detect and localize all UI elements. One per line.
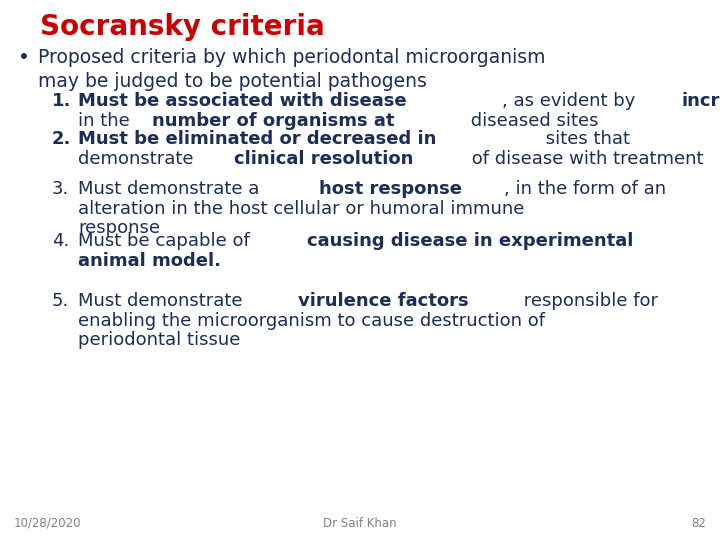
Text: in the: in the: [78, 111, 135, 130]
Text: Must demonstrate: Must demonstrate: [78, 292, 248, 310]
Text: Must be eliminated or decreased in: Must be eliminated or decreased in: [78, 130, 436, 148]
Text: alteration in the host cellular or humoral immune: alteration in the host cellular or humor…: [78, 199, 524, 218]
Text: animal model.: animal model.: [78, 252, 221, 269]
Text: 4.: 4.: [52, 232, 69, 250]
Text: causing disease in experimental: causing disease in experimental: [307, 232, 634, 250]
Text: increase: increase: [682, 92, 720, 110]
Text: 5.: 5.: [52, 292, 69, 310]
Text: of disease with treatment: of disease with treatment: [466, 150, 703, 167]
Text: host response: host response: [320, 180, 462, 198]
Text: Proposed criteria by which periodontal microorganism
may be judged to be potenti: Proposed criteria by which periodontal m…: [38, 48, 546, 91]
Text: 3.: 3.: [52, 180, 69, 198]
Text: , as evident by: , as evident by: [502, 92, 641, 110]
Text: sites that: sites that: [541, 130, 631, 148]
Text: 2.: 2.: [52, 130, 71, 148]
Text: demonstrate: demonstrate: [78, 150, 199, 167]
Text: response: response: [78, 219, 160, 237]
Text: responsible for: responsible for: [518, 292, 658, 310]
Text: Must be capable of: Must be capable of: [78, 232, 256, 250]
Text: number of organisms at: number of organisms at: [152, 111, 395, 130]
Text: clinical resolution: clinical resolution: [235, 150, 414, 167]
Text: diseased sites: diseased sites: [465, 111, 598, 130]
Text: 82: 82: [691, 517, 706, 530]
Text: •: •: [18, 48, 30, 67]
Text: Dr Saif Khan: Dr Saif Khan: [323, 517, 397, 530]
Text: , in the form of an: , in the form of an: [504, 180, 666, 198]
Text: 1.: 1.: [52, 92, 71, 110]
Text: enabling the microorganism to cause destruction of: enabling the microorganism to cause dest…: [78, 312, 545, 329]
Text: virulence factors: virulence factors: [297, 292, 468, 310]
Text: Must demonstrate a: Must demonstrate a: [78, 180, 265, 198]
Text: Must be associated with disease: Must be associated with disease: [78, 92, 407, 110]
Text: 10/28/2020: 10/28/2020: [14, 517, 81, 530]
Text: periodontal tissue: periodontal tissue: [78, 331, 240, 349]
Text: Socransky criteria: Socransky criteria: [40, 13, 325, 41]
